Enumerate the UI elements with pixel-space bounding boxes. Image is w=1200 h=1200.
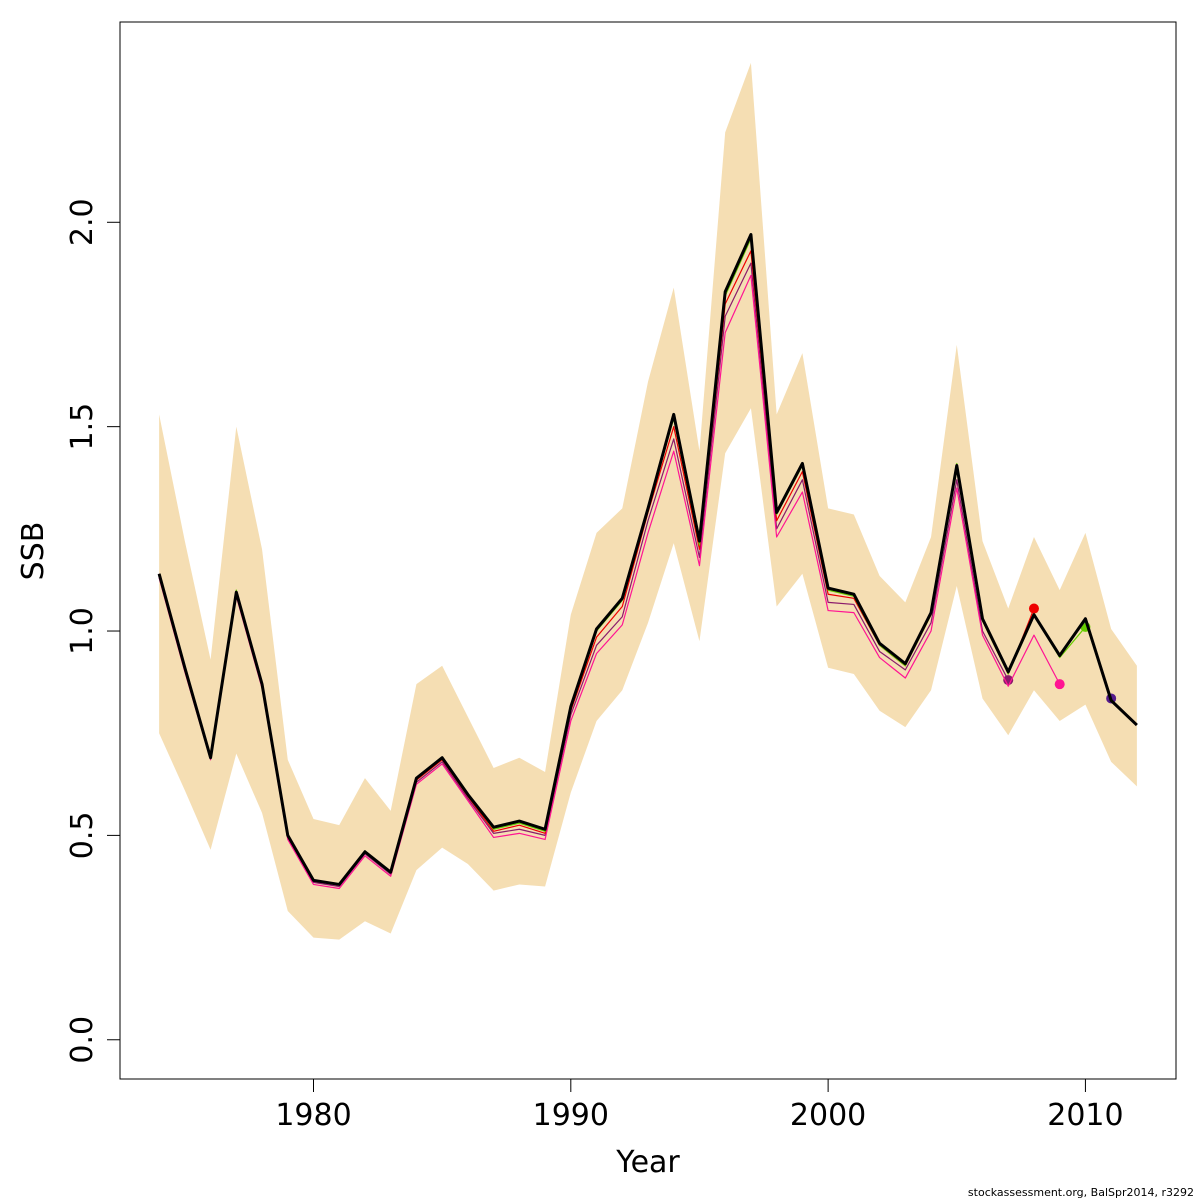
y-axis-label: SSB	[16, 522, 51, 581]
x-axis-label: Year	[615, 1145, 680, 1180]
y-tick-label: 2.0	[65, 198, 100, 246]
main-line	[157, 233, 1138, 886]
y-tick-label: 0.0	[65, 1016, 100, 1064]
y-tick-label: 1.5	[65, 403, 100, 451]
x-tick-label: 1980	[275, 1098, 351, 1133]
footer: stockassessment.org, BalSpr2014, r3292	[968, 1186, 1194, 1199]
x-tick-label: 1990	[533, 1098, 609, 1133]
y-tick-label: 0.5	[65, 812, 100, 860]
x-tick-label: 2010	[1047, 1098, 1123, 1133]
retro-line	[158, 274, 1061, 890]
confidence-band	[159, 62, 1137, 940]
y-tick-label: 1.0	[65, 607, 100, 655]
retro-end-point	[1028, 603, 1039, 614]
retro-end-point	[1054, 679, 1065, 690]
x-tick-label: 2000	[790, 1098, 866, 1133]
